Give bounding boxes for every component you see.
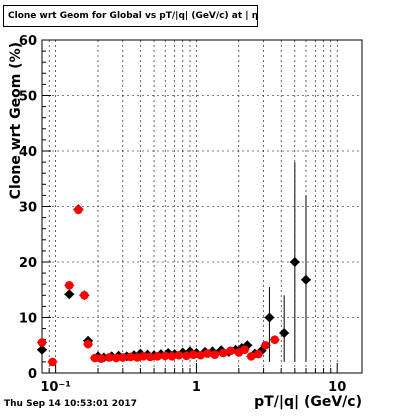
data-point — [83, 339, 93, 349]
data-point — [160, 351, 170, 361]
data-point — [210, 350, 220, 359]
y-tick-label: 10 — [19, 312, 37, 327]
data-point — [96, 354, 106, 363]
data-point — [153, 352, 162, 361]
y-tick-label: 20 — [19, 256, 37, 271]
data-point — [37, 344, 47, 355]
data-point — [104, 353, 114, 362]
data-point — [80, 291, 89, 300]
data-point — [118, 353, 128, 362]
data-point — [37, 338, 47, 347]
y-axis-label: Clone wrt Geom (%) — [8, 42, 24, 199]
y-tick-label: 30 — [19, 201, 37, 216]
data-point — [74, 205, 83, 215]
data-point — [270, 335, 280, 345]
x-tick-label: 10⁻¹ — [40, 380, 71, 395]
data-point — [64, 289, 75, 300]
data-point — [145, 352, 155, 362]
data-point — [226, 346, 235, 356]
y-tick-label: 0 — [28, 367, 37, 382]
y-tick-label: 50 — [19, 90, 37, 105]
data-point — [253, 349, 263, 359]
data-point — [167, 352, 177, 361]
data-point — [64, 281, 74, 290]
data-point — [126, 352, 135, 362]
data-point — [48, 357, 57, 367]
data-point — [188, 350, 198, 359]
x-tick-label: 10 — [328, 380, 346, 395]
x-tick-label: 1 — [192, 380, 201, 395]
x-axis-label: pT/|q| (GeV/c) — [254, 394, 362, 410]
timestamp-label: Thu Sep 14 10:53:01 2017 — [4, 399, 137, 409]
data-point — [112, 353, 121, 363]
y-tick-label: 40 — [19, 145, 37, 160]
data-point — [182, 351, 191, 361]
data-point — [261, 340, 270, 350]
chart-title: Clone wrt Geom for Global vs pT/|q| (GeV… — [3, 5, 258, 27]
data-point — [139, 352, 148, 361]
data-point — [240, 345, 249, 354]
data-point — [203, 349, 212, 358]
y-tick-label: 60 — [19, 34, 37, 49]
data-point — [218, 348, 228, 358]
data-point — [174, 350, 184, 360]
